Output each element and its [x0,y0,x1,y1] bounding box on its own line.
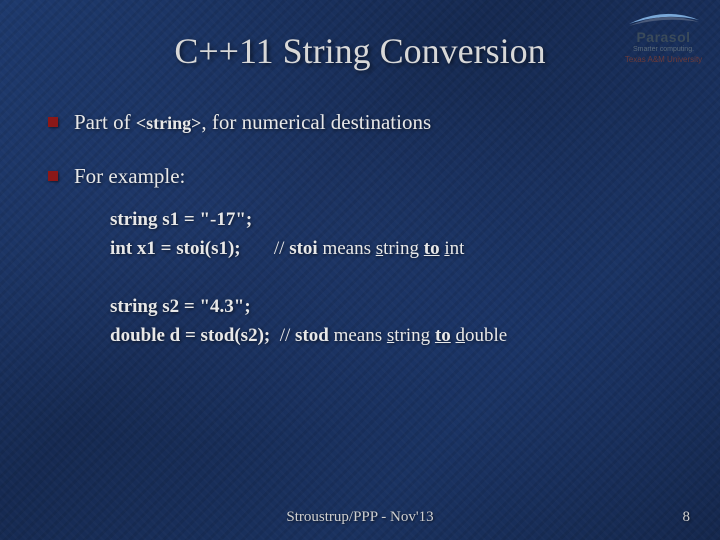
text: nt [450,238,465,259]
bullet-icon [48,171,58,181]
text: means [329,325,387,346]
logo-swoosh-icon [627,10,701,28]
text: tring [383,238,424,259]
text: tring [394,325,435,346]
u: d [456,325,466,346]
spacer: // [241,238,290,259]
code-inline: <string> [136,113,202,133]
bullet-item-1: Part of <string>, for numerical destinat… [48,108,680,136]
kw: stod [295,325,329,346]
text: , for numerical destinations [201,110,431,134]
kw: stoi [289,238,318,259]
slide-content: Part of <string>, for numerical destinat… [48,108,680,350]
spacer: // [270,325,295,346]
code-example: string s1 = "-17"; int x1 = stoi(s1); //… [110,205,680,351]
text: Part of [74,110,136,134]
code-line: string s1 = "-17"; [110,205,680,234]
bullet-text-2: For example: [74,162,185,190]
text: ouble [465,325,507,346]
bullet-icon [48,117,58,127]
blank-line [110,264,680,292]
slide-title: C++11 String Conversion [0,30,720,72]
slide: Parasol Smarter computing. Texas A&M Uni… [0,0,720,540]
page-number: 8 [683,509,691,526]
code: double d = stod(s2); [110,325,270,346]
code: string s1 = "-17"; [110,209,252,230]
footer-text: Stroustrup/PPP - Nov'13 [0,509,720,526]
code: string s2 = "4.3"; [110,296,251,317]
bullet-text-1: Part of <string>, for numerical destinat… [74,108,431,136]
u: to [435,325,451,346]
bullet-item-2: For example: [48,162,680,190]
u: to [424,238,440,259]
code: int x1 = stoi(s1); [110,238,241,259]
code-line: string s2 = "4.3"; [110,292,680,321]
code-line: double d = stod(s2); // stod means strin… [110,321,680,350]
text: means [318,238,376,259]
code-line: int x1 = stoi(s1); // stoi means string … [110,234,680,263]
